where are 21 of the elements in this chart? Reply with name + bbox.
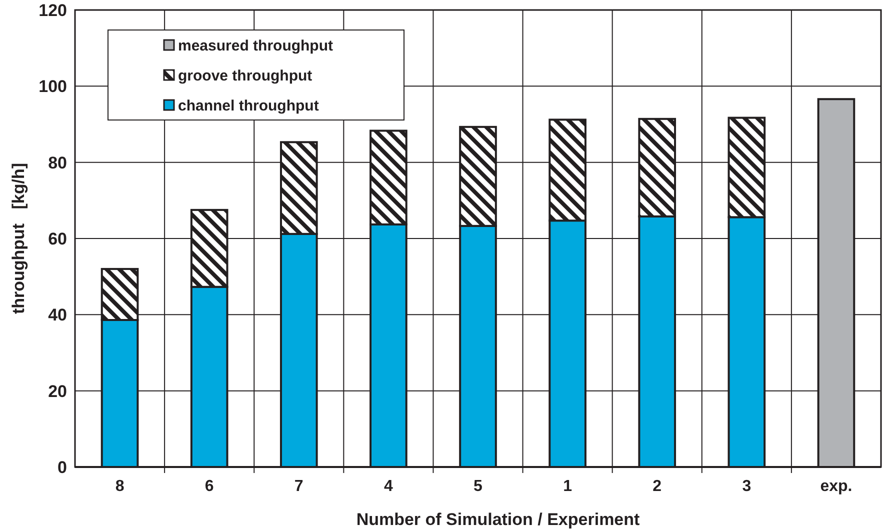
x-tick-label: 8 xyxy=(115,478,124,495)
legend-label: channel throughput xyxy=(178,97,319,114)
x-tick-label: 7 xyxy=(294,478,304,495)
x-tick-label: 1 xyxy=(563,478,572,495)
y-tick-label: 0 xyxy=(58,458,67,477)
y-tick-label: 60 xyxy=(48,229,67,248)
x-tick-label: 2 xyxy=(652,478,662,495)
x-tick-label: 4 xyxy=(384,478,393,495)
y-axis-title: throughput [kg/h] xyxy=(9,162,28,314)
legend-label: measured throughput xyxy=(178,37,334,54)
y-tick-label: 120 xyxy=(38,0,67,20)
x-tick-label: exp. xyxy=(820,478,852,495)
y-tick-label: 80 xyxy=(48,153,67,172)
x-tick-label: 6 xyxy=(204,478,214,495)
y-tick-label: 20 xyxy=(48,382,67,401)
legend-label: groove throughput xyxy=(178,67,312,84)
x-axis-title: Number of Simulation / Experiment xyxy=(356,510,640,529)
y-tick-label: 40 xyxy=(48,306,67,325)
x-tick-label: 5 xyxy=(474,478,483,495)
y-tick-label: 100 xyxy=(38,77,67,96)
x-tick-label: 3 xyxy=(742,478,752,495)
